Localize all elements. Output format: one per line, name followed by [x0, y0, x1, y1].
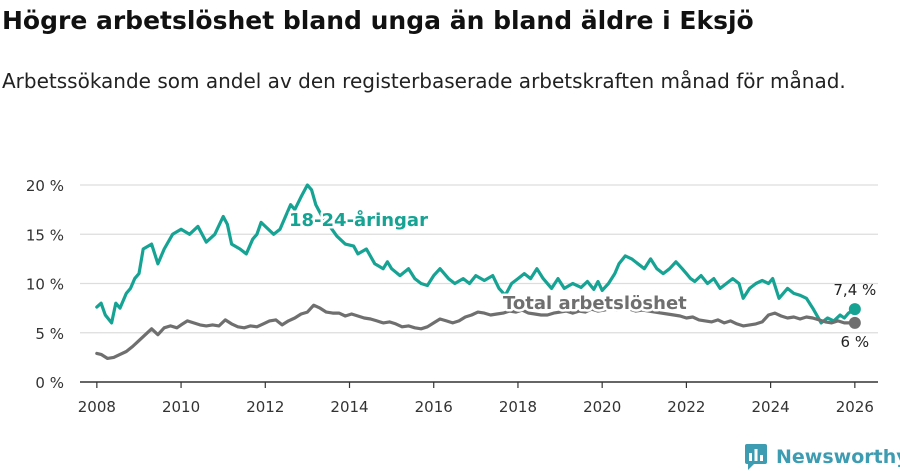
x-tick-label: 2022 — [667, 398, 705, 416]
y-tick-label: 15 % — [26, 226, 64, 244]
total-series-label: Total arbetslöshet — [503, 293, 687, 314]
x-tick-label: 2012 — [246, 398, 284, 416]
total-end-point — [848, 316, 861, 329]
total-series-line — [95, 303, 857, 360]
youth-end-point — [848, 303, 861, 316]
youth-series-line — [95, 183, 857, 325]
total-end-label: 6 % — [841, 333, 870, 351]
chart-subtitle: Arbetssökande som andel av den registerb… — [2, 69, 846, 93]
x-tick-label: 2010 — [162, 398, 200, 416]
x-tick-label: 2024 — [752, 398, 790, 416]
bar-chart-icon — [745, 444, 767, 470]
brand-logo: Newsworthy — [745, 442, 900, 472]
y-tick-label: 20 % — [26, 177, 64, 195]
x-tick-label: 2026 — [836, 398, 874, 416]
x-tick-label: 2018 — [499, 398, 537, 416]
x-tick-label: 2016 — [415, 398, 453, 416]
y-tick-label: 10 % — [26, 276, 64, 294]
x-tick-label: 2014 — [330, 398, 368, 416]
brand-name: Newsworthy — [776, 446, 900, 468]
x-tick-label: 2020 — [583, 398, 621, 416]
y-tick-label: 5 % — [35, 325, 64, 343]
youth-end-label: 7,4 % — [833, 281, 876, 299]
youth-series-label: 18-24-åringar — [289, 209, 428, 231]
youth-series-label-halo: 18-24-åringar — [289, 209, 428, 231]
y-tick-label: 0 % — [35, 374, 64, 392]
chart-title: Högre arbetslöshet bland unga än bland ä… — [2, 6, 754, 35]
x-tick-label: 2008 — [78, 398, 116, 416]
total-series-label-halo: Total arbetslöshet — [503, 293, 687, 314]
